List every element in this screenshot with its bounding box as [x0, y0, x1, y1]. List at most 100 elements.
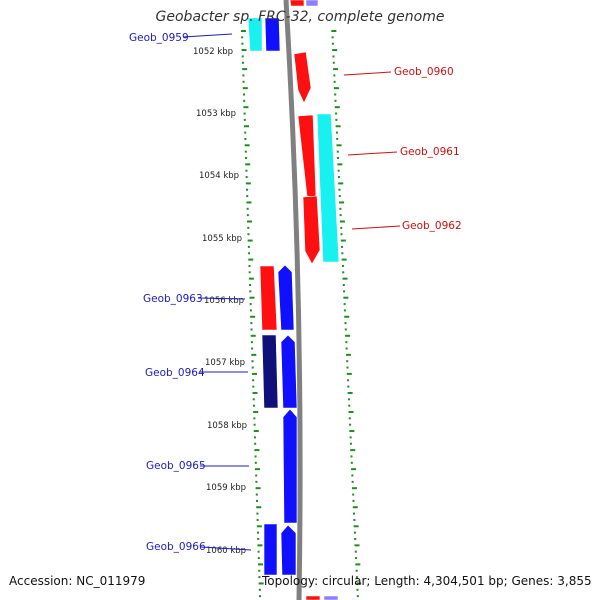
tick-mark — [247, 226, 250, 229]
tick-mark — [344, 322, 347, 325]
tick-mark — [351, 468, 357, 471]
gene-label-geob_0963[interactable]: Geob_0963 — [143, 293, 203, 305]
gene-label-geob_0961[interactable]: Geob_0961 — [400, 146, 460, 158]
tick-mark — [352, 493, 355, 496]
tick-mark — [333, 80, 336, 83]
tick-mark — [241, 49, 247, 52]
tick-mark — [356, 582, 362, 585]
tick-mark — [355, 569, 358, 572]
tick-mark — [257, 557, 260, 560]
tick-mark — [355, 557, 358, 560]
tick-mark — [256, 506, 262, 509]
tick-mark — [331, 42, 334, 45]
gene-label-geob_0966[interactable]: Geob_0966 — [146, 541, 206, 553]
tick-mark — [353, 525, 359, 528]
map-title: Geobacter sp. FRC-32, complete genome — [155, 9, 445, 25]
tick-mark — [255, 493, 258, 496]
tick-mark — [257, 544, 263, 547]
tick-mark — [256, 518, 259, 521]
tick-mark — [344, 315, 350, 318]
tick-mark — [258, 582, 264, 585]
tick-mark — [252, 398, 255, 401]
tick-mark — [340, 226, 343, 229]
kbp-label: 1058 kbp — [207, 421, 247, 431]
tick-mark — [245, 157, 248, 159]
tick-mark — [242, 87, 248, 90]
tick-mark — [335, 112, 338, 115]
tick-mark — [242, 93, 245, 96]
tick-mark — [249, 290, 252, 293]
tick-mark — [338, 182, 344, 185]
tick-mark — [255, 499, 258, 502]
tick-mark — [251, 353, 257, 356]
tick-mark — [334, 106, 340, 109]
tick-mark — [342, 277, 348, 280]
tick-mark — [332, 49, 338, 52]
kbp-label: 1059 kbp — [206, 483, 246, 493]
tick-mark — [343, 290, 346, 293]
tick-mark — [248, 258, 254, 261]
tick-mark — [254, 442, 257, 445]
tick-mark — [255, 487, 261, 490]
gene-features — [247, 0, 340, 600]
tick-mark — [253, 436, 256, 439]
gene-label-geob_0960[interactable]: Geob_0960 — [394, 66, 454, 78]
tick-mark — [333, 68, 339, 71]
tick-mark — [256, 512, 259, 515]
tick-mark — [252, 379, 255, 382]
label-leader-lines — [182, 33, 401, 551]
tick-mark — [250, 315, 256, 318]
inner-tick-track — [331, 30, 362, 598]
tick-mark — [241, 42, 244, 45]
tick-mark — [241, 61, 244, 64]
tick-mark — [254, 455, 257, 458]
tick-mark — [251, 366, 254, 369]
tick-mark — [346, 372, 352, 375]
tick-mark — [253, 430, 259, 433]
tick-mark — [346, 366, 349, 369]
gene-label-geob_0962[interactable]: Geob_0962 — [402, 220, 462, 232]
tick-mark — [248, 271, 251, 274]
tick-mark — [341, 258, 347, 261]
tick-mark — [242, 80, 245, 83]
tick-mark — [243, 118, 246, 121]
gene-label-geob_0964[interactable]: Geob_0964 — [145, 367, 205, 379]
leader-line — [197, 297, 246, 300]
tick-mark — [253, 417, 256, 420]
tick-mark — [334, 93, 337, 96]
tick-mark — [250, 328, 253, 331]
gene-arrow — [297, 114, 317, 198]
leader-line — [347, 151, 398, 156]
tick-mark — [335, 125, 341, 128]
tick-mark — [249, 284, 252, 286]
tick-mark — [257, 538, 260, 540]
tick-mark — [340, 239, 346, 242]
gene-label-geob_0959[interactable]: Geob_0959 — [129, 32, 189, 44]
tick-mark — [245, 163, 251, 166]
tick-mark — [243, 99, 246, 102]
tick-mark — [354, 544, 360, 547]
tick-mark — [353, 531, 356, 534]
tick-mark — [335, 131, 338, 134]
tick-mark — [244, 150, 247, 153]
gene-arrow — [323, 595, 339, 600]
tick-mark — [353, 512, 356, 515]
gene-arrow — [305, 0, 319, 7]
tick-mark — [253, 411, 259, 413]
tick-mark — [336, 144, 342, 147]
leader-line — [200, 546, 252, 551]
gene-label-geob_0965[interactable]: Geob_0965 — [146, 460, 206, 472]
tick-mark — [251, 372, 257, 375]
tick-mark — [335, 118, 338, 121]
tick-mark — [342, 271, 345, 274]
tick-mark — [258, 576, 261, 579]
tick-mark — [250, 341, 253, 344]
gene-arrow — [247, 17, 263, 52]
leader-line — [343, 71, 392, 76]
tick-mark — [333, 74, 336, 77]
tick-mark — [347, 385, 350, 388]
tick-mark — [345, 341, 348, 344]
tick-mark — [246, 195, 249, 198]
kbp-label: 1052 kbp — [193, 47, 233, 57]
